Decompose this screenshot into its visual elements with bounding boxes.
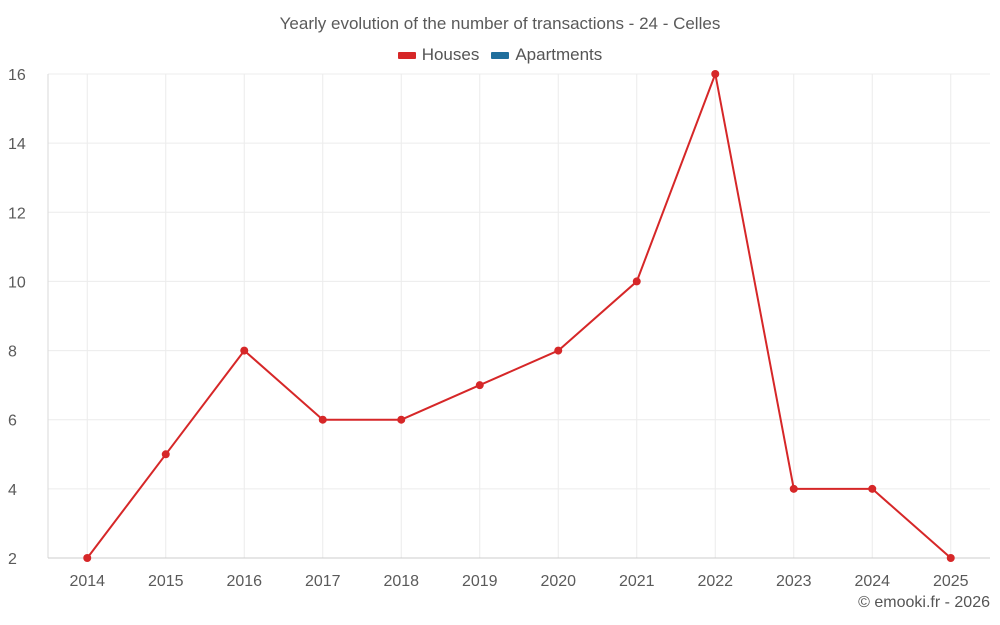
x-tick-label: 2025 [933,573,969,590]
chart-title: Yearly evolution of the number of transa… [279,14,721,33]
y-tick-label: 4 [8,482,17,499]
copyright-credit: © emooki.fr - 2026 [858,594,990,611]
data-point-houses [318,415,327,424]
legend-item-apartments[interactable]: Apartments [491,45,602,65]
y-tick-label: 6 [8,413,17,430]
x-tick-label: 2017 [305,573,341,590]
x-tick-label: 2019 [462,573,498,590]
axes: 2 4 6 8 10 12 14 16 2014 2015 2016 2017 2018 2019 2020… [8,67,990,590]
legend: Houses Apartments [0,45,1000,65]
y-tick-label: 14 [8,136,26,153]
legend-label-apartments: Apartments [515,45,603,64]
x-tick-label: 2023 [776,573,812,590]
data-point-houses [240,346,249,355]
data-point-houses [789,484,798,493]
x-tick-label: 2018 [383,573,419,590]
data-point-houses [868,484,877,493]
legend-swatch-houses [397,51,416,59]
y-tick-label: 2 [8,551,17,568]
data-point-houses [946,554,955,562]
data-point-houses [711,70,720,78]
data-point-houses [632,277,641,286]
x-tick-label: 2022 [697,573,733,590]
x-tick-label: 2016 [226,573,262,590]
x-tick-label: 2014 [69,573,105,590]
data-point-houses [397,415,406,424]
gridlines [48,73,990,558]
legend-item-houses[interactable]: Houses [397,45,480,65]
x-tick-label: 2020 [540,573,576,590]
x-tick-label: 2021 [619,573,655,590]
series-houses [83,70,955,562]
x-tick-label: 2015 [148,573,184,590]
data-point-houses [83,554,92,562]
y-tick-label: 8 [8,344,17,361]
x-tick-label: 2024 [854,573,890,590]
data-point-houses [554,346,563,355]
legend-label-houses: Houses [421,45,480,64]
series-line-houses [86,73,952,559]
y-tick-label: 12 [8,205,26,222]
y-tick-label: 10 [8,274,26,291]
legend-swatch-apartments [491,51,510,59]
data-point-houses [161,450,170,459]
y-tick-label: 16 [8,67,26,84]
data-point-houses [475,381,484,390]
